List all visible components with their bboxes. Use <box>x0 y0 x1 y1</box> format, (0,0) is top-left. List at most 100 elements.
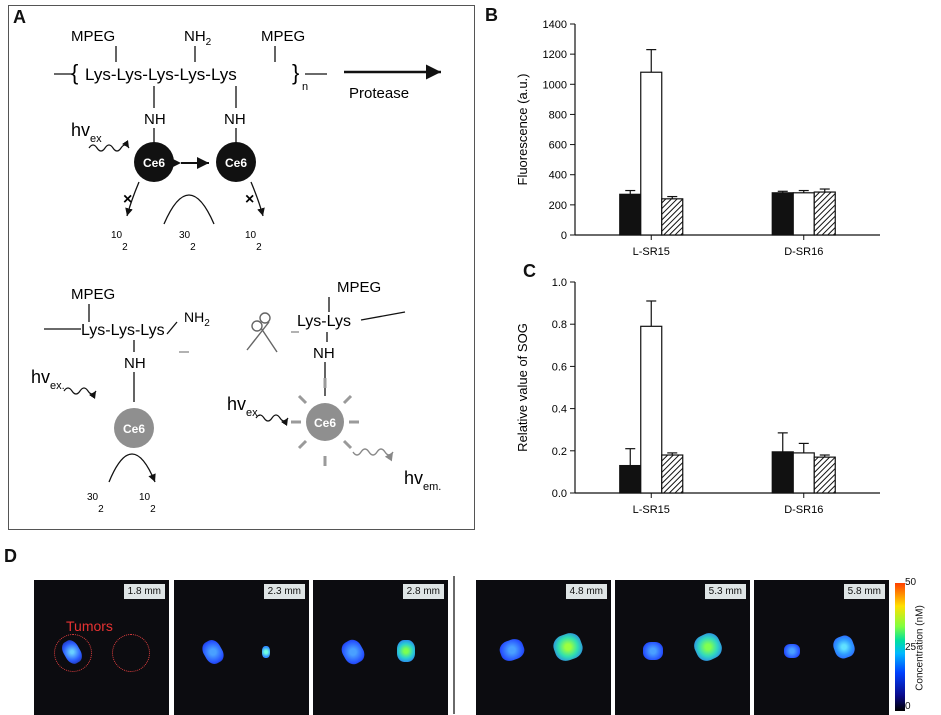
nh-label: NH <box>224 111 246 128</box>
nh-label: NH <box>144 111 166 128</box>
nh-label: NH <box>313 345 335 362</box>
peptide-chain: Lys-Lys-Lys-Lys-Lys <box>85 65 237 84</box>
emission-rays <box>291 378 359 466</box>
svg-text:Ce6: Ce6 <box>123 422 145 436</box>
colorbar-max: 50 <box>905 577 917 588</box>
colorbar-title: Concentration (nM) <box>914 605 926 691</box>
tumor-signal <box>690 629 726 665</box>
panel-label-d: D <box>4 546 17 566</box>
tumor-signal <box>550 629 586 665</box>
y-tick-label: 200 <box>549 200 567 212</box>
x-tick-label: L-SR15 <box>633 504 670 516</box>
schematic-diagram: MPEG NH2 MPEG { Lys-Lys-Lys-Lys-Lys } n … <box>31 28 441 515</box>
bar <box>640 325 663 494</box>
bar <box>619 193 642 236</box>
y-tick-label: 1400 <box>543 19 567 31</box>
oxygen-label: 302 <box>87 492 104 515</box>
imaging-frame: 5.8 mm <box>754 580 889 715</box>
ce6-dye <box>134 142 174 182</box>
bar <box>640 71 663 236</box>
y-tick-label: 0.4 <box>552 404 567 416</box>
hv-ex-label: hvex <box>71 120 102 145</box>
bar <box>619 464 642 494</box>
y-tick-label: 400 <box>549 170 567 182</box>
peptide-chain: Lys-Lys-Lys <box>81 322 165 339</box>
panel-divider <box>453 576 455 714</box>
y-tick-label: 1.0 <box>552 277 567 289</box>
svg-text:Ce6: Ce6 <box>314 416 336 430</box>
depth-label: 2.3 mm <box>263 584 305 599</box>
bar <box>792 192 815 236</box>
protease-label: Protease <box>349 85 409 102</box>
oxygen-label: 302 <box>179 230 196 253</box>
y-tick-label: 800 <box>549 109 567 121</box>
y-tick-label: 0.8 <box>552 319 567 331</box>
excitation-wave <box>63 387 97 399</box>
svg-text:Ce6: Ce6 <box>143 156 165 170</box>
blocked-cross: × <box>123 191 132 208</box>
imaging-frame: 4.8 mm <box>476 580 611 715</box>
depth-label: 1.8 mm <box>123 584 165 599</box>
y-tick-label: 600 <box>549 140 567 152</box>
hv-ex-label: hvex. <box>31 367 65 392</box>
hv-em-label: hvem. <box>404 468 441 493</box>
schematic-panel: MPEG NH2 MPEG { Lys-Lys-Lys-Lys-Lys } n … <box>8 5 475 530</box>
depth-label: 5.8 mm <box>843 584 885 599</box>
colorbar-min: 0 <box>905 701 911 712</box>
imaging-frame: 2.3 mm <box>174 580 309 715</box>
blocked-cross: × <box>245 191 254 208</box>
mpeg-label: MPEG <box>337 279 381 296</box>
colorbar-mid: 25 <box>905 642 917 653</box>
amine-label: NH2 <box>184 28 212 48</box>
panel-label-a: A <box>13 7 26 27</box>
hv-ex-label: hvex. <box>227 394 261 419</box>
y-tick-label: 0.6 <box>552 361 567 373</box>
scissors-icon <box>246 312 278 353</box>
tumor-outline <box>54 634 92 672</box>
tumor-outline <box>112 634 150 672</box>
x-tick-label: D-SR16 <box>784 504 823 516</box>
ce6-dye <box>114 408 154 448</box>
tumor-signal <box>784 644 800 658</box>
depth-label: 5.3 mm <box>704 584 746 599</box>
excitation-wave <box>88 140 130 152</box>
oxygen-label: 102 <box>245 230 262 253</box>
excitation-wave <box>255 414 289 426</box>
fluorescence-bar-chart: 0 200 400 600 800 1000 1200 1400 Fluorescence (a… <box>515 19 880 258</box>
tumor-signal <box>262 646 270 658</box>
emission-wave <box>352 448 394 462</box>
bar <box>792 452 815 494</box>
bar <box>661 198 684 236</box>
tumor-signal <box>397 640 415 662</box>
tumor-signal <box>497 636 527 664</box>
mpeg-label: MPEG <box>261 28 305 45</box>
bar <box>813 456 836 494</box>
bracket-right: } <box>292 60 299 85</box>
amine-label: NH2 <box>184 309 210 329</box>
nh-label: NH <box>124 355 146 372</box>
ce6-dye <box>216 142 256 182</box>
panel-label-c: C <box>523 261 536 281</box>
oxygen-label: 102 <box>111 230 128 253</box>
repeat-n: n <box>302 81 308 93</box>
imaging-frame: 2.8 mm <box>313 580 448 715</box>
y-tick-label: 1000 <box>543 79 567 91</box>
depth-label: 2.8 mm <box>402 584 444 599</box>
svg-text:Ce6: Ce6 <box>225 156 247 170</box>
y-axis-label: Relative value of SOG <box>515 323 530 452</box>
imaging-frame: 5.3 mm <box>615 580 750 715</box>
y-tick-label: 0.2 <box>552 446 567 458</box>
y-tick-label: 0 <box>561 230 567 242</box>
tumor-signal <box>338 636 368 668</box>
y-tick-label: 1200 <box>543 49 567 61</box>
oxygen-label: 102 <box>139 492 156 515</box>
tumor-signal <box>199 637 227 667</box>
y-tick-label: 0.0 <box>552 488 567 500</box>
ce6-dye-glowing <box>306 403 344 441</box>
bar <box>771 451 794 494</box>
imaging-frame: 1.8 mm Tumors <box>34 580 169 715</box>
tumor-signal <box>643 642 663 660</box>
peptide-chain: Lys-Lys <box>297 313 351 330</box>
tumors-label: Tumors <box>66 618 113 634</box>
y-axis-label: Fluorescence (a.u.) <box>515 74 530 186</box>
